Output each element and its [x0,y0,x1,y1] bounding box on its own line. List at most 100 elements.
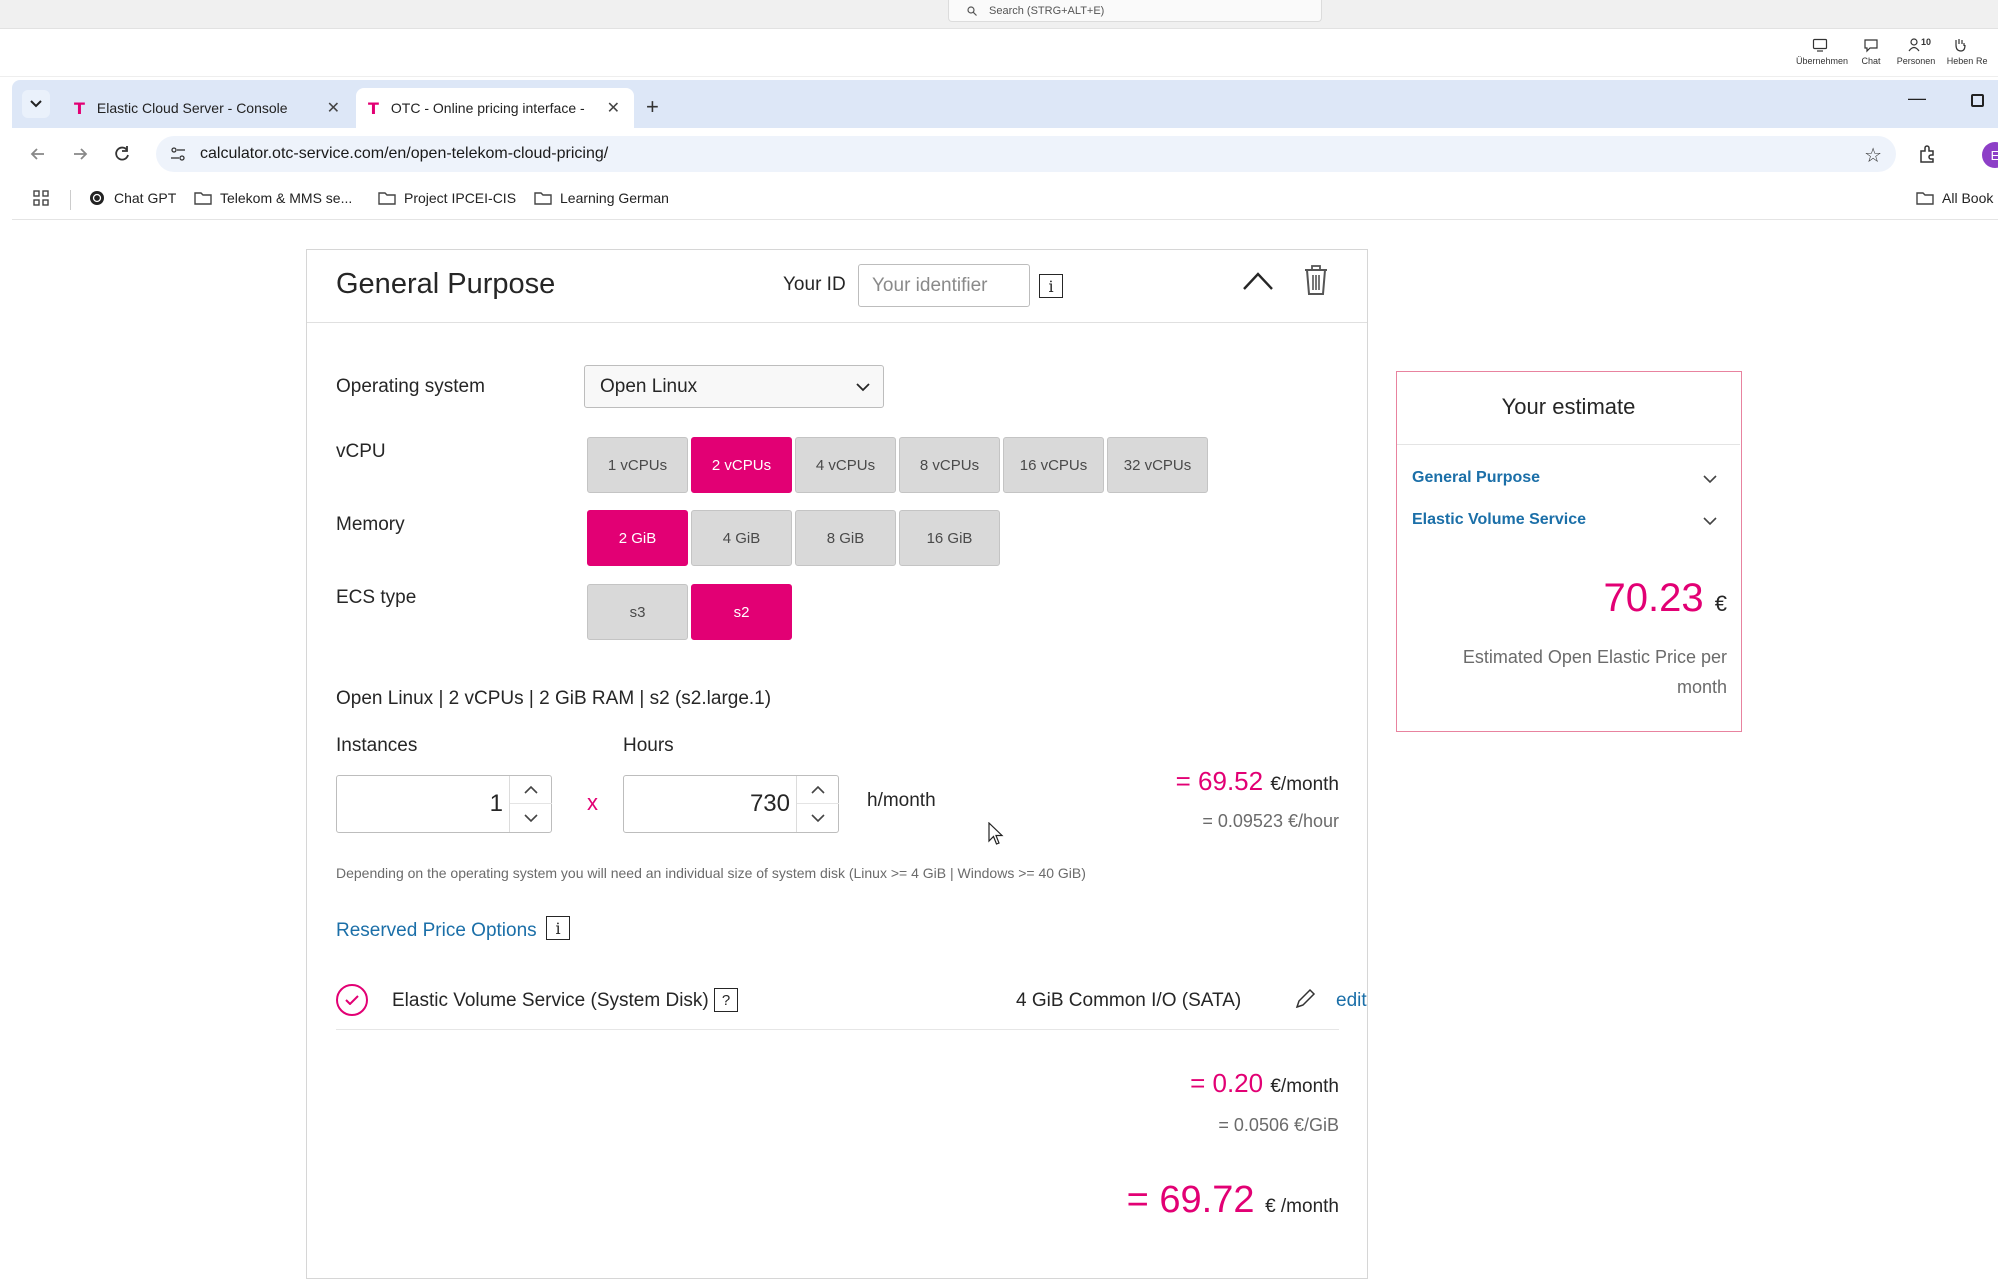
ecs-option-s2[interactable]: s2 [691,584,792,640]
bookmark-label: Telekom & MMS se... [220,190,353,206]
ecs-type-label: ECS type [336,587,417,608]
estimate-item-general-purpose[interactable]: General Purpose [1412,469,1541,486]
minimize-button[interactable]: — [1908,88,1926,108]
vcpu-label: vCPU [336,441,386,462]
apps-button[interactable] [32,190,50,206]
vcpu-option-8[interactable]: 8 vCPUs [899,437,1000,493]
memory-option-2[interactable]: 2 GiB [587,510,688,566]
reserved-price-options-link[interactable]: Reserved Price Options [336,920,537,941]
address-bar-row: calculator.otc-service.com/en/open-telek… [12,128,1998,180]
chat-tool[interactable]: Chat [1847,37,1895,66]
hours-unit: h/month [867,790,936,811]
hours-decrement[interactable] [797,804,839,832]
your-id-input[interactable] [858,264,1030,307]
bookmark-telekom[interactable]: Telekom & MMS se... [194,190,352,206]
vcpu-option-4[interactable]: 4 vCPUs [795,437,896,493]
meeting-toolbar: Übernehmen Chat 10 Personen Heben Re [0,29,1998,77]
extensions-icon[interactable] [1918,144,1938,164]
instances-increment[interactable] [510,776,552,804]
estimate-divider [1397,444,1740,445]
estimate-currency: € [1714,591,1727,616]
bookmark-separator [70,190,71,210]
general-purpose-card: General Purpose Your ID i Operating syst… [306,249,1368,1279]
url-bar[interactable]: calculator.otc-service.com/en/open-telek… [156,136,1896,172]
card-header: General Purpose Your ID i [307,250,1367,323]
trash-icon[interactable] [1302,264,1330,296]
vcpu-option-2[interactable]: 2 vCPUs [691,437,792,493]
folder-icon [1916,192,1934,205]
estimate-description: Estimated Open Elastic Price per month [1462,647,1727,697]
bookmark-label: Project IPCEI-CIS [404,190,517,206]
bookmark-ipcei[interactable]: Project IPCEI-CIS [378,190,516,206]
close-icon[interactable]: ✕ [606,100,620,117]
bookmark-learning-german[interactable]: Learning German [534,190,669,206]
instance-price-month: = 69.52 €/month [1176,766,1339,797]
memory-option-16[interactable]: 16 GiB [899,510,1000,566]
back-icon[interactable] [28,144,48,164]
total-price: = 69.72 € /month [1127,1179,1339,1222]
hand-icon [1955,39,1966,52]
mouse-cursor-icon [988,822,1004,845]
estimate-item-evs[interactable]: Elastic Volume Service [1412,511,1587,528]
restore-button[interactable] [1971,94,1984,107]
telekom-logo-icon: T [74,98,85,118]
profile-avatar[interactable]: E [1982,142,1998,168]
all-bookmarks[interactable]: All Book [1916,190,1993,206]
hours-increment[interactable] [797,776,839,804]
share-tool-label: Übernehmen [1796,56,1849,66]
bookmarks-bar: Chat GPT Telekom & MMS se... Project IPC… [12,180,1998,220]
close-icon[interactable]: ✕ [326,100,340,117]
config-summary: Open Linux | 2 vCPUs | 2 GiB RAM | s2 (s… [336,688,772,709]
tab-search-button[interactable] [22,90,50,118]
share-tool[interactable]: Übernehmen [1796,37,1848,66]
react-tool[interactable]: Re [1976,37,1998,66]
site-info-icon[interactable] [170,146,186,162]
vcpu-option-1[interactable]: 1 vCPUs [587,437,688,493]
tab-title: OTC - Online pricing interface - [390,100,585,116]
bookmark-star-icon[interactable]: ☆ [1864,145,1882,167]
people-tool[interactable]: 10 Personen [1892,37,1940,66]
hours-input[interactable]: 730 [623,775,839,833]
forward-icon[interactable] [70,144,90,164]
memory-option-8[interactable]: 8 GiB [795,510,896,566]
chevron-down-icon [524,813,538,822]
memory-option-4[interactable]: 4 GiB [691,510,792,566]
chevron-down-icon[interactable] [1703,474,1717,484]
pencil-icon[interactable] [1294,988,1316,1010]
ecs-option-s3[interactable]: s3 [587,584,688,640]
share-screen-icon [1812,38,1828,52]
help-icon[interactable]: ? [714,988,738,1012]
evs-system-disk-row: Elastic Volume Service (System Disk) ? 4… [336,982,1367,1030]
raise-hand-tool[interactable]: Heben [1936,37,1984,66]
system-search[interactable]: Search (STRG+ALT+E) [948,0,1322,22]
memory-label: Memory [336,514,405,535]
reload-icon[interactable] [112,144,132,164]
multiply-sign: x [587,790,598,815]
estimate-title: Your estimate [1501,394,1636,419]
folder-icon [378,192,396,205]
evs-edit-link[interactable]: edit [1336,990,1367,1011]
instances-value: 1 [489,790,503,817]
info-icon[interactable]: i [1039,274,1063,298]
tab-elastic-cloud-server[interactable]: T Elastic Cloud Server - Console ✕ [62,88,354,128]
bookmark-chatgpt[interactable]: Chat GPT [88,190,176,206]
instances-decrement[interactable] [510,804,552,832]
chevron-down-icon[interactable] [1703,516,1717,526]
hours-spinner [796,776,839,832]
info-icon[interactable]: i [546,916,570,940]
your-id-label: Your ID [783,274,846,295]
tab-otc-pricing[interactable]: T OTC - Online pricing interface - ✕ [356,88,634,128]
vcpu-option-32[interactable]: 32 vCPUs [1107,437,1208,493]
evs-price-value: = 0.20 [1190,1068,1264,1098]
check-circle-icon[interactable] [336,984,368,1016]
disk-size-note: Depending on the operating system you wi… [336,865,1086,881]
new-tab-button[interactable]: + [646,94,659,119]
total-price-unit: € /month [1265,1196,1339,1217]
chevron-up-icon[interactable] [1241,270,1275,292]
os-select[interactable]: Open Linux [584,365,884,408]
evs-price-unit: €/month [1270,1076,1339,1097]
vcpu-option-16[interactable]: 16 vCPUs [1003,437,1104,493]
react-tool-label: Re [1976,56,1988,66]
chevron-up-icon [524,785,538,794]
instances-input[interactable]: 1 [336,775,552,833]
